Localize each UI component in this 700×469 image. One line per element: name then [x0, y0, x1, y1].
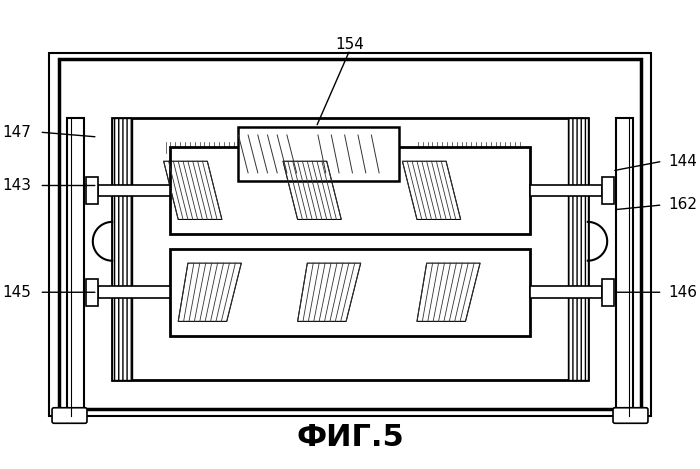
Text: 143: 143 [3, 178, 31, 193]
Bar [602, 279, 614, 306]
Bar [616, 118, 634, 416]
Text: 162: 162 [668, 197, 697, 212]
Text: 154: 154 [335, 37, 365, 52]
Bar [112, 118, 132, 379]
Bar [112, 118, 588, 379]
Bar [530, 287, 602, 298]
Bar [170, 249, 530, 336]
Text: ФИГ.5: ФИГ.5 [296, 424, 404, 452]
Bar [86, 279, 98, 306]
Bar [239, 127, 398, 181]
FancyBboxPatch shape [613, 408, 648, 423]
Text: 145: 145 [3, 285, 31, 300]
Bar [170, 147, 530, 234]
Bar [86, 177, 98, 204]
Text: 147: 147 [3, 125, 31, 140]
Text: 146: 146 [668, 285, 697, 300]
Bar [49, 53, 651, 416]
Bar [568, 118, 588, 379]
Bar [530, 184, 602, 196]
Bar [59, 59, 641, 408]
Bar [66, 118, 84, 416]
FancyBboxPatch shape [52, 408, 87, 423]
Bar [98, 184, 170, 196]
Bar [98, 287, 170, 298]
Text: 144: 144 [668, 154, 697, 169]
Bar [602, 177, 614, 204]
